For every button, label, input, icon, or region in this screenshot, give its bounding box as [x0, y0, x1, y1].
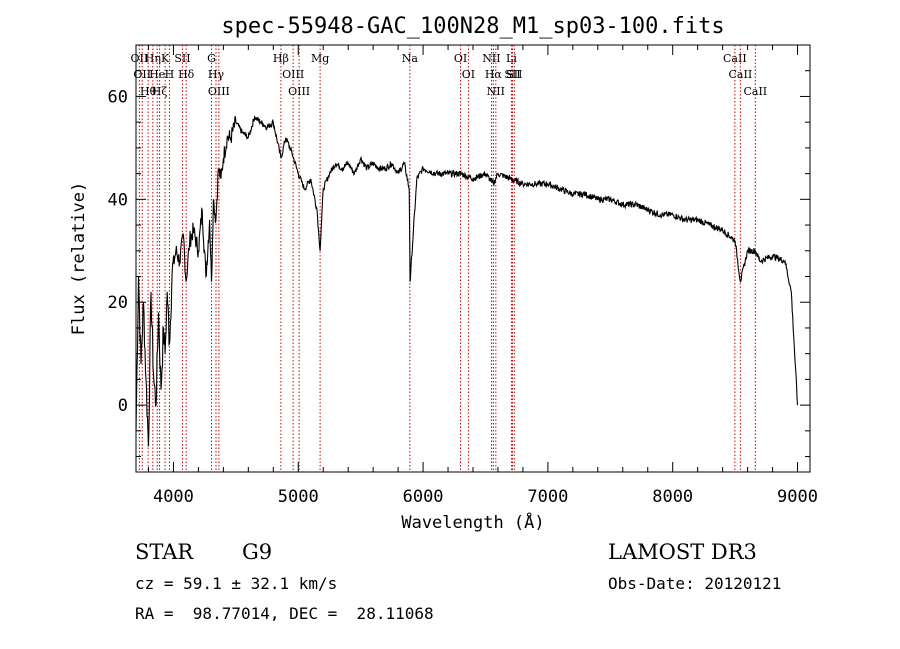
emission-line-label: G: [207, 52, 216, 65]
emission-line-label: Hδ: [178, 68, 195, 81]
emission-lines: [138, 45, 756, 472]
y-axis-label: Flux (relative): [69, 182, 89, 336]
emission-line-label: Hθ: [140, 85, 157, 98]
y-axis-ticks: 0 20 40 60: [108, 44, 810, 458]
emission-line-label: OII: [133, 68, 151, 81]
survey-name: LAMOST DR3: [608, 540, 757, 564]
y-tick-label: 60: [108, 87, 128, 107]
emission-line-label: OI: [454, 52, 467, 65]
emission-line-label: SII: [506, 68, 522, 81]
y-tick-label: 40: [108, 190, 128, 210]
emission-line-label: Hβ: [273, 52, 289, 65]
emission-line-label: Hζ: [152, 85, 168, 98]
spectrum-line: [135, 114, 799, 447]
emission-line-label: OIII: [288, 85, 310, 98]
y-tick-label: 0: [118, 396, 128, 416]
x-tick-label: 6000: [403, 487, 444, 507]
redshift-cz: cz = 59.1 ± 32.1 km/s: [135, 574, 338, 593]
x-tick-label: 5000: [278, 487, 319, 507]
emission-line-label: K: [161, 52, 170, 65]
emission-line-label: OI: [462, 68, 475, 81]
emission-line-label: Li: [506, 52, 517, 65]
emission-line-label: Mg: [311, 52, 329, 65]
x-tick-label: 7000: [527, 487, 568, 507]
x-axis-label: Wavelength (Å): [401, 511, 544, 533]
observation-date: Obs-Date: 20120121: [608, 574, 782, 593]
x-tick-label: 4000: [153, 487, 194, 507]
x-axis-ticks: 4000 5000 6000 7000 8000 9000: [147, 45, 818, 507]
x-tick-label: 9000: [777, 487, 818, 507]
emission-line-label: H: [165, 68, 175, 81]
object-class: STAR: [135, 540, 194, 564]
emission-line-label: NII: [487, 85, 505, 98]
emission-line-label: Hη: [145, 52, 161, 65]
emission-line-label: NII: [482, 52, 500, 65]
emission-line-label: SII: [504, 68, 520, 81]
chart-title: spec-55948-GAC_100N28_M1_sp03-100.fits: [221, 14, 724, 39]
emission-line-label: CaII: [729, 68, 753, 81]
plot-frame: [135, 44, 811, 473]
emission-line-label: CaII: [743, 85, 767, 98]
object-subclass: G9: [242, 540, 273, 564]
emission-line-label: Hγ: [208, 68, 225, 81]
emission-line-label: Hα: [485, 68, 503, 81]
emission-line-label: Na: [402, 52, 419, 65]
emission-line-label: OII: [131, 52, 149, 65]
emission-line-label: SII: [174, 52, 190, 65]
line-labels: OII OII Hθ Hη He Hζ KH SII Hδ G Hγ OIII Hβ OIII OIII Mg…: [131, 52, 768, 98]
emission-line-label: He: [149, 68, 165, 81]
y-tick-label: 20: [108, 293, 128, 313]
x-tick-label: 8000: [652, 487, 693, 507]
coordinates: RA = 98.77014, DEC = 28.11068: [135, 604, 434, 623]
emission-line-label: CaII: [723, 52, 747, 65]
emission-line-label: OIII: [282, 68, 304, 81]
emission-line-label: OIII: [208, 85, 230, 98]
